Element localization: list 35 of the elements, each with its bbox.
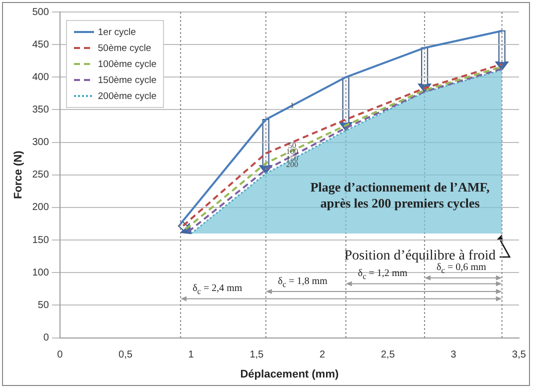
y-axis-title: Force (N) (12, 150, 25, 200)
annotation: δ$_{c}$ = 1,8 mm (278, 276, 328, 290)
x-tick-label: 3 (450, 350, 457, 361)
y-tick-label: 150 (32, 234, 50, 246)
annotation: 50 (288, 140, 296, 150)
x-axis-title: Déplacement (mm) (240, 368, 339, 380)
y-tick-label: 200 (32, 202, 50, 214)
y-tick-label: 300 (32, 137, 50, 148)
annotation: Plage d’actionnement de l’AMF, après les 200 premiers cycles (310, 179, 490, 211)
x-tick-label: 2,5 (380, 350, 396, 361)
legend-label: 200ème cycle (98, 90, 156, 102)
x-tick-label: 1 (188, 350, 194, 361)
y-tick-label: 250 (32, 170, 50, 181)
annotation: δ$_{c}$ = 2,4 mm (192, 282, 242, 297)
annotation: δ$_{c}$ = 1,2 mm (358, 268, 408, 282)
x-tick-label: 3,5 (512, 350, 526, 361)
annotation: 1 (290, 101, 294, 111)
x-tick-label: 0 (57, 350, 64, 361)
annotation: 200 (286, 160, 298, 170)
y-tick-label: 400 (32, 72, 50, 83)
legend-label: 150ème cycle (98, 74, 156, 86)
y-tick-label: 100 (32, 267, 50, 278)
annotation: δ$_{c}$ = 0,6 mm (436, 262, 486, 276)
y-tick-label: 50 (38, 300, 50, 311)
annotation: Position d’équilibre à froid (344, 248, 496, 264)
x-tick-label: 2 (319, 350, 326, 361)
y-tick-label: 500 (32, 6, 50, 18)
x-tick-label: 1,5 (250, 350, 264, 361)
y-tick-label: 0 (43, 332, 50, 344)
legend-label: 1er cycle (98, 26, 136, 38)
x-tick-label: 0,5 (118, 350, 133, 361)
y-tick-label: 450 (32, 39, 50, 50)
legend-label: 50ème cycle (98, 42, 152, 54)
y-tick-label: 350 (32, 104, 50, 116)
legend-label: 100ème cycle (98, 58, 156, 70)
